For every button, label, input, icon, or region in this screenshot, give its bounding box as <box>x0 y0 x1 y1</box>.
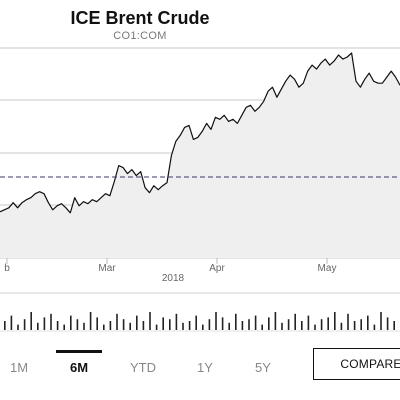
volume-bar <box>89 312 92 330</box>
volume-bar <box>76 319 79 330</box>
volume-bar <box>314 324 316 330</box>
volume-bar <box>63 324 65 330</box>
tab-6m[interactable]: 6M <box>56 350 102 386</box>
volume-bar <box>129 322 131 330</box>
tab-ytd[interactable]: YTD <box>130 360 156 375</box>
volume-bar <box>182 322 184 330</box>
volume-bar <box>208 319 211 330</box>
x-tick-label: Apr <box>209 263 225 274</box>
volume-bar <box>268 317 270 330</box>
volume-bar <box>23 319 26 330</box>
volume-bar <box>195 315 197 330</box>
volume-bar <box>340 322 343 330</box>
volume-bar <box>43 317 46 330</box>
volume-bar <box>360 319 362 330</box>
volume-bar <box>83 322 85 330</box>
volume-bar <box>347 313 349 330</box>
volume-bar <box>50 313 52 330</box>
volume-bar <box>294 313 296 330</box>
volume-bar <box>367 315 369 330</box>
volume-bar <box>334 312 336 330</box>
volume-bar <box>380 312 382 330</box>
compare-button[interactable]: COMPARE <box>313 348 400 380</box>
volume-bar <box>103 324 105 330</box>
volume-bar <box>70 315 72 330</box>
volume-bar <box>136 315 138 330</box>
volume-bar <box>307 315 310 330</box>
x-tick-label: May <box>318 263 337 274</box>
volume-bar <box>274 312 277 330</box>
volume-bar <box>188 321 191 330</box>
volume-bar <box>320 319 323 330</box>
volume-bar <box>327 317 329 330</box>
price-line <box>0 52 400 214</box>
volume-bar <box>353 321 356 330</box>
volume-bar <box>175 313 178 330</box>
volume-bar <box>142 321 145 330</box>
volume-bar <box>10 315 13 330</box>
volume-bar <box>17 324 19 330</box>
volume-bar <box>162 317 164 330</box>
volume-bar <box>215 312 217 330</box>
year-label: 2018 <box>162 273 185 284</box>
volume-bar <box>241 321 244 330</box>
volume-bar <box>116 313 118 330</box>
range-tabs: 1M 6M YTD 1Y 5Y <box>0 350 310 390</box>
volume-bar <box>221 317 224 330</box>
tab-5y[interactable]: 5Y <box>255 360 271 375</box>
chart-title: ICE Brent Crude <box>70 8 210 28</box>
volume-bar <box>373 324 376 330</box>
volume-bar <box>155 324 158 330</box>
volume-bar <box>96 317 98 330</box>
volume-bar <box>149 312 151 330</box>
volume-bar <box>393 321 395 330</box>
x-tick-label: Mar <box>98 263 116 274</box>
volume-bar <box>169 319 171 330</box>
volume-bar <box>248 319 250 330</box>
volume-bar <box>30 312 32 330</box>
volume-bar <box>228 322 230 330</box>
tab-1y[interactable]: 1Y <box>197 360 213 375</box>
tab-1m[interactable]: 1M <box>9 360 29 375</box>
price-area-fill <box>0 53 400 258</box>
volume-bar <box>235 313 237 330</box>
x-tick-label: b <box>4 263 10 274</box>
volume-bar <box>281 322 283 330</box>
volume-bar <box>287 319 290 330</box>
volume-bar <box>4 321 6 330</box>
volume-bar <box>109 321 112 330</box>
volume-bar <box>56 321 59 330</box>
ticker-symbol: CO1:COM <box>113 30 167 42</box>
volume-bar <box>37 322 39 330</box>
volume-bar <box>122 319 125 330</box>
volume-bar <box>261 324 263 330</box>
volume-bar <box>254 315 257 330</box>
volume-bar <box>386 317 389 330</box>
volume-bar <box>301 321 303 330</box>
volume-bar <box>202 324 204 330</box>
